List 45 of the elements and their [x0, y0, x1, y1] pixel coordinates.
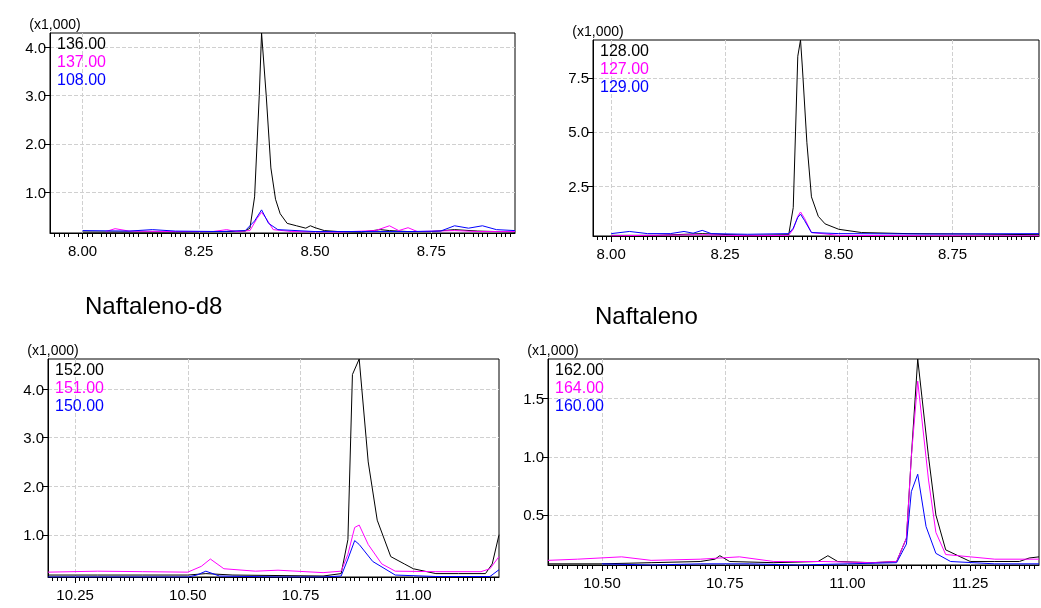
x-tick-label: 10.25	[56, 586, 94, 603]
y-tick-label: 2.0	[25, 135, 46, 153]
x-tick-label: 8.00	[596, 245, 626, 262]
y-tick-label: 0.5	[523, 506, 544, 524]
x-tick-label: 8.75	[416, 242, 446, 259]
y-axis-title: (x1,000)	[29, 16, 81, 32]
x-tick-label: 8.25	[184, 242, 214, 259]
y-tick-label: 1.0	[25, 183, 46, 201]
x-tick-label: 10.50	[583, 574, 621, 591]
y-tick-label: 7.5	[568, 69, 589, 87]
text: 127.00	[600, 59, 650, 77]
x-tick-label: 11.25	[952, 574, 989, 591]
y-axis-title: (x1,000)	[572, 23, 624, 39]
x-tick-label: 11.00	[829, 574, 866, 591]
x-tick-label: 10.75	[705, 574, 744, 591]
x-tick-label: 8.50	[300, 242, 330, 259]
y-tick-label: 3.0	[23, 429, 44, 447]
text: 136.00	[57, 34, 107, 52]
y-tick-label: 4.0	[23, 380, 44, 398]
y-tick-label: 2.5	[568, 177, 589, 195]
x-tick-label: 8.25	[710, 245, 740, 262]
x-tick-label: 10.50	[169, 586, 207, 603]
text: 108.00	[57, 70, 107, 88]
y-axis-title: (x1,000)	[527, 342, 579, 358]
text: 128.00	[600, 41, 650, 59]
text: 150.00	[55, 396, 105, 414]
y-tick-label: 1.0	[523, 448, 544, 466]
x-tick-label: 8.00	[67, 242, 98, 259]
text: 137.00	[57, 52, 107, 70]
text: 152.00	[55, 360, 105, 378]
y-tick-label: 5.0	[568, 123, 589, 141]
text: 151.00	[55, 378, 105, 396]
x-tick-label: 11.00	[395, 586, 432, 603]
text: 129.00	[600, 77, 650, 95]
y-axis-title: (x1,000)	[27, 342, 79, 358]
x-tick-label: 10.75	[281, 586, 320, 603]
x-tick-label: 8.75	[937, 245, 968, 262]
y-tick-label: 1.5	[523, 390, 544, 408]
text: Naftaleno	[595, 301, 698, 329]
y-tick-label: 4.0	[25, 38, 46, 56]
x-tick-label: 8.50	[824, 245, 854, 262]
text: Naftaleno-d8	[85, 291, 223, 319]
y-tick-label: 2.0	[23, 477, 44, 495]
y-tick-label: 1.0	[23, 526, 44, 544]
y-tick-label: 3.0	[25, 87, 46, 105]
